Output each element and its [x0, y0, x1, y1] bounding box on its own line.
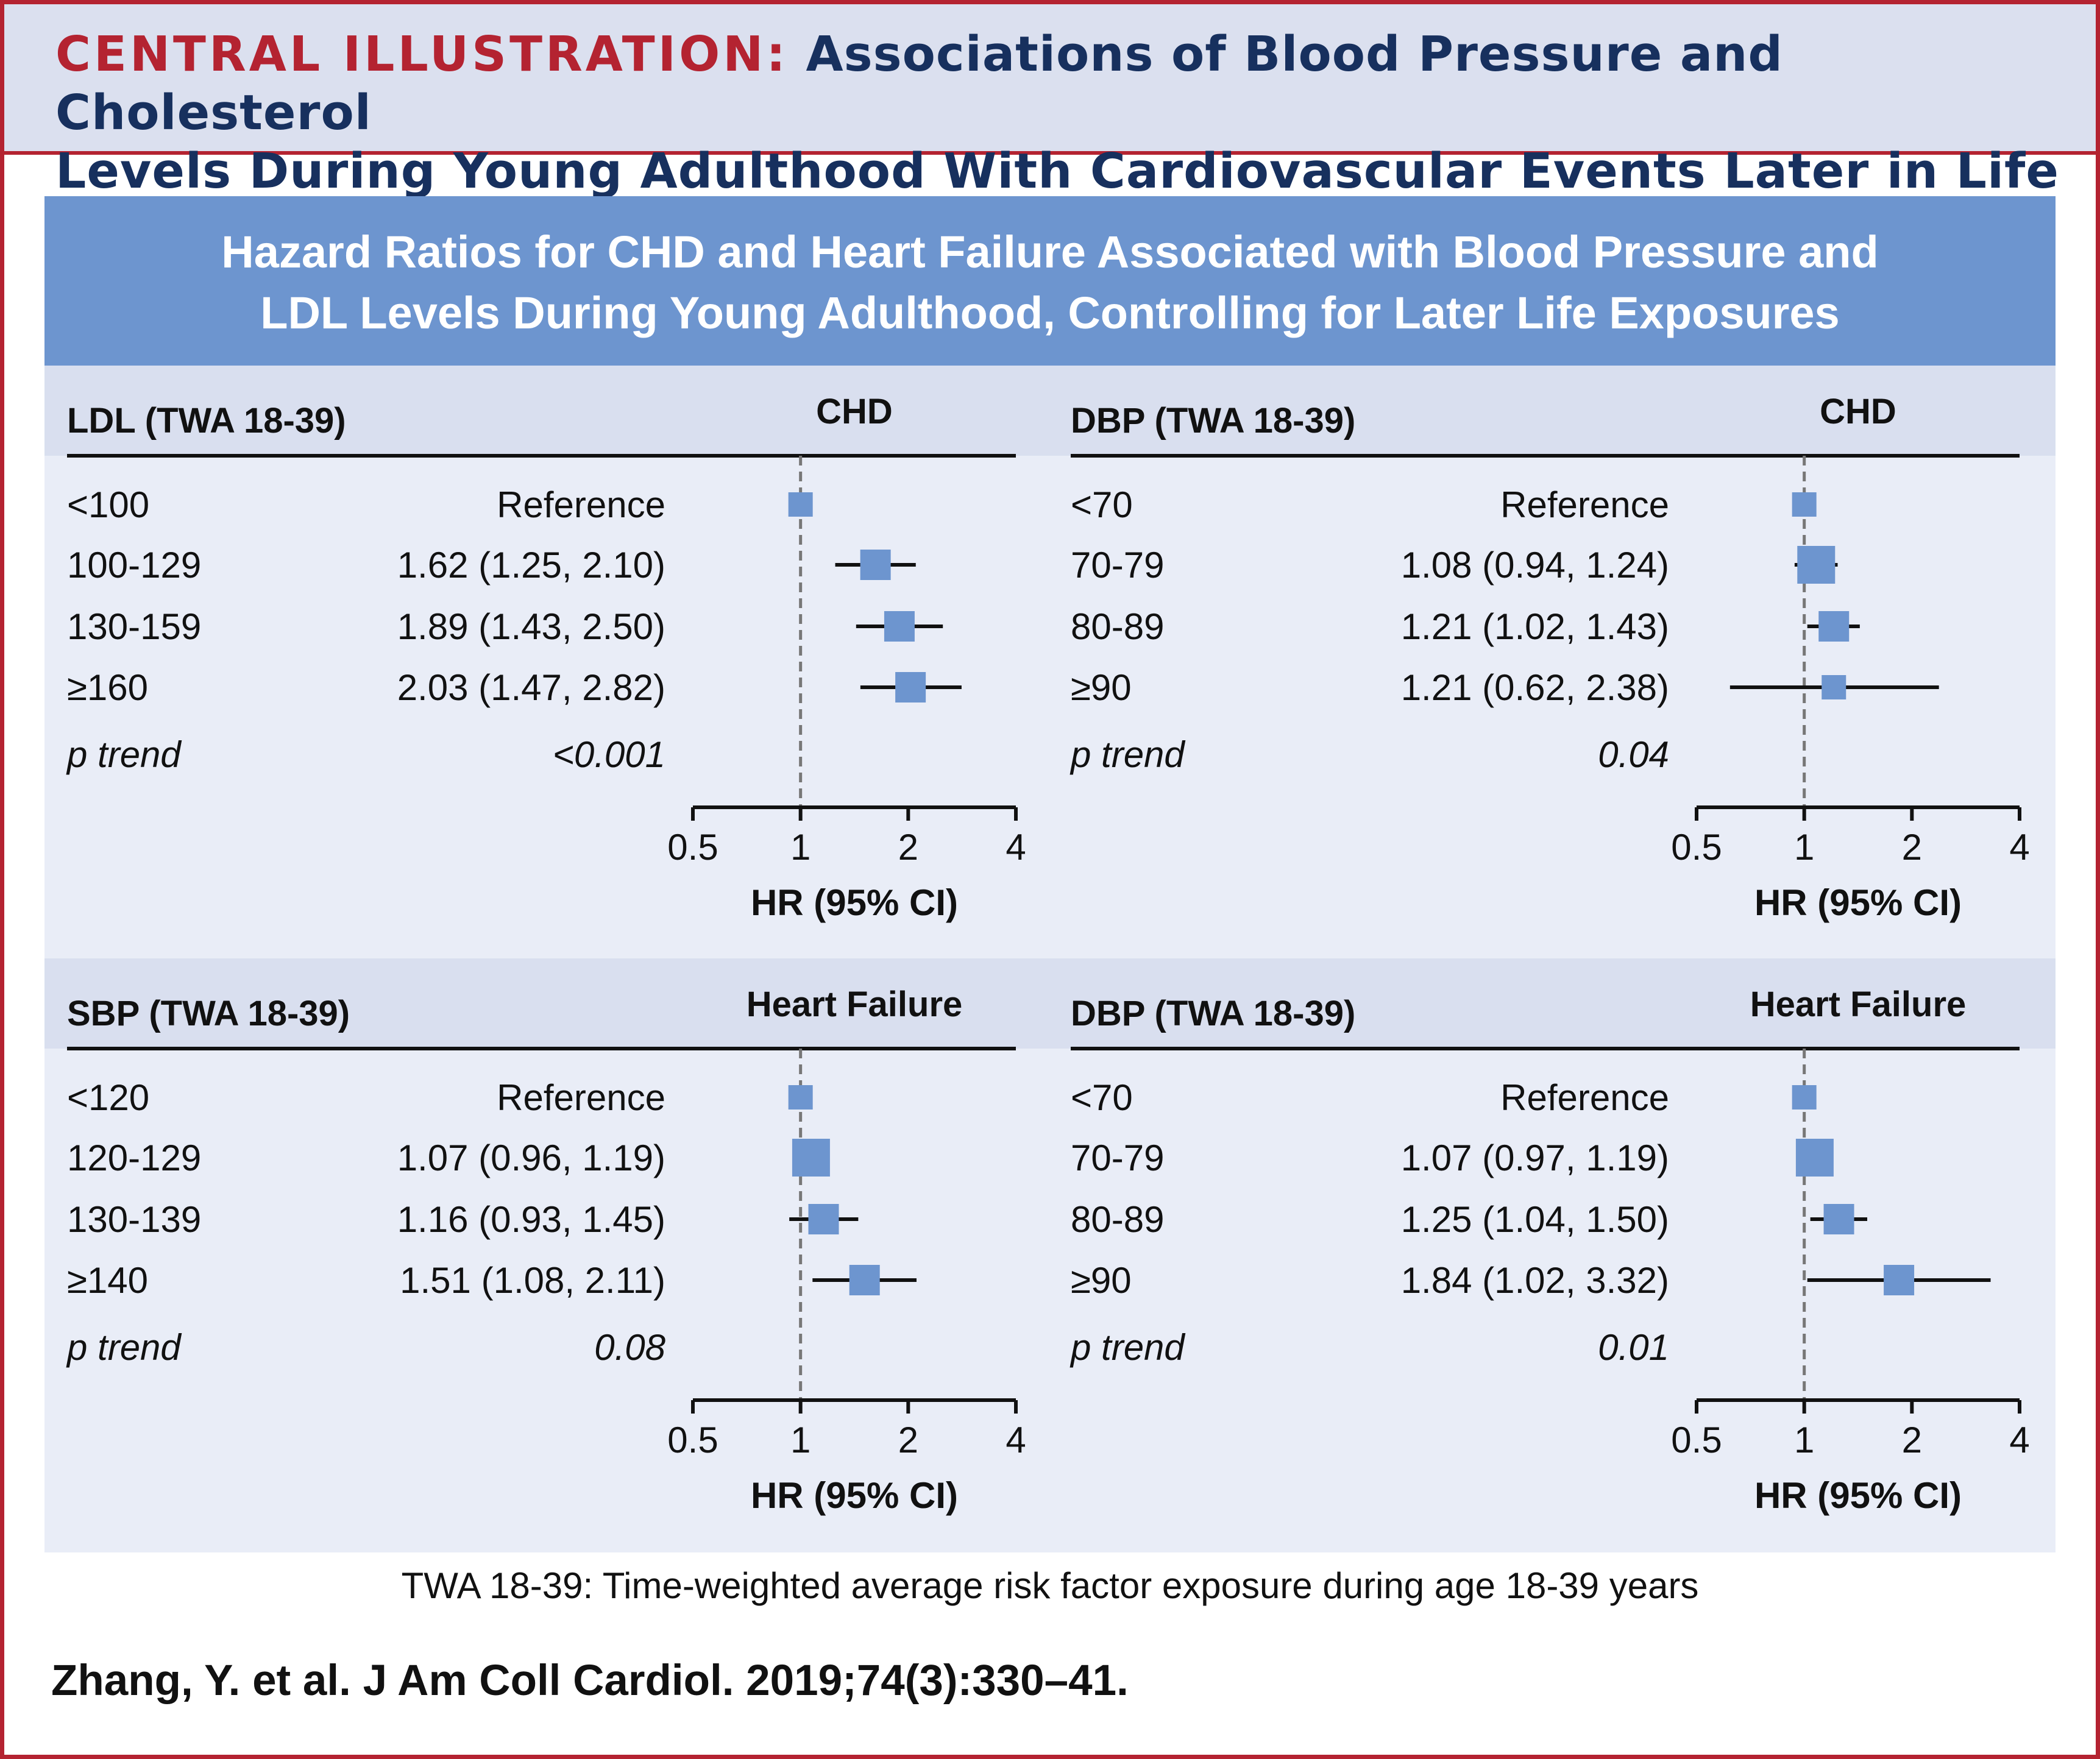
hr-value-label: 1.07 (0.97, 1.19) — [1401, 1138, 1669, 1178]
p-trend-label: p trend — [1070, 734, 1185, 775]
hr-value-label: 1.16 (0.93, 1.45) — [397, 1199, 665, 1240]
x-tick-label: 4 — [2009, 827, 2029, 868]
x-axis-label: HR (95% CI) — [751, 882, 958, 923]
p-trend-label: p trend — [66, 734, 182, 775]
hr-marker — [1797, 546, 1836, 584]
hr-marker — [788, 1085, 813, 1110]
title-prefix: CENTRAL ILLUSTRATION: — [55, 26, 789, 82]
x-tick-label: 0.5 — [1671, 827, 1722, 868]
hr-marker — [849, 1265, 880, 1295]
panel-title: SBP (TWA 18-39) — [67, 994, 350, 1033]
outcome-label: Heart Failure — [1750, 985, 1967, 1024]
category-label: <70 — [1071, 484, 1133, 525]
hr-marker — [1795, 1139, 1834, 1177]
category-label: ≥140 — [67, 1260, 148, 1301]
hr-value-label: 2.03 (1.47, 2.82) — [397, 667, 665, 708]
x-tick-label: 1 — [1794, 827, 1814, 868]
hr-value-label: Reference — [1500, 484, 1669, 525]
category-label: <70 — [1071, 1077, 1133, 1118]
category-label: <120 — [67, 1077, 149, 1118]
hr-marker — [1792, 1085, 1817, 1110]
x-tick-label: 4 — [2009, 1420, 2029, 1460]
x-tick-label: 0.5 — [1671, 1420, 1722, 1460]
x-tick-label: 1 — [790, 1420, 811, 1460]
p-trend-label: p trend — [66, 1327, 182, 1368]
hr-value-label: Reference — [497, 1077, 665, 1118]
hr-marker — [1818, 611, 1850, 642]
hr-value-label: 1.21 (1.02, 1.43) — [1401, 606, 1669, 647]
outcome-label: CHD — [1820, 392, 1896, 431]
x-tick-label: 4 — [1006, 827, 1026, 868]
category-label: 100-129 — [67, 545, 201, 586]
x-tick-label: 2 — [898, 1420, 918, 1460]
x-tick-label: 1 — [1794, 1420, 1814, 1460]
hr-marker — [788, 492, 813, 517]
panel-title: LDL (TWA 18-39) — [67, 401, 346, 441]
hr-value-label: Reference — [1500, 1077, 1669, 1118]
p-trend-value: 0.01 — [1598, 1327, 1669, 1368]
banner-line-1: Hazard Ratios for CHD and Heart Failure … — [221, 227, 1879, 277]
hr-value-label: 1.51 (1.08, 2.11) — [400, 1260, 665, 1301]
x-tick-label: 2 — [1902, 827, 1922, 868]
hr-marker — [884, 611, 915, 642]
x-tick-label: 4 — [1006, 1420, 1026, 1460]
category-label: ≥90 — [1071, 667, 1132, 708]
title-bar: CENTRAL ILLUSTRATION: Associations of Bl… — [4, 4, 2096, 199]
p-trend-value: 0.04 — [1598, 734, 1669, 775]
x-tick-label: 0.5 — [667, 827, 718, 868]
page-title: CENTRAL ILLUSTRATION: Associations of Bl… — [55, 25, 2066, 200]
x-tick-label: 2 — [898, 827, 918, 868]
category-label: 120-129 — [67, 1138, 201, 1178]
banner-line-2: LDL Levels During Young Adulthood, Contr… — [260, 288, 1840, 338]
x-axis-label: HR (95% CI) — [1754, 1475, 1962, 1516]
category-label: 130-159 — [67, 606, 201, 647]
hr-value-label: 1.21 (0.62, 2.38) — [1401, 667, 1669, 708]
category-label: 70-79 — [1071, 1138, 1164, 1178]
hr-marker — [1823, 1204, 1854, 1234]
title-line-2: Levels During Young Adulthood With Cardi… — [55, 143, 2059, 199]
hr-value-label: 1.25 (1.04, 1.50) — [1401, 1199, 1669, 1240]
hr-marker — [1792, 492, 1817, 517]
footnote: TWA 18-39: Time-weighted average risk fa… — [401, 1565, 1699, 1606]
category-label: 130-139 — [67, 1199, 201, 1240]
panel-title: DBP (TWA 18-39) — [1071, 401, 1355, 441]
x-axis-label: HR (95% CI) — [751, 1475, 958, 1516]
hr-marker — [1884, 1265, 1915, 1295]
x-tick-label: 0.5 — [667, 1420, 718, 1460]
panel-title: DBP (TWA 18-39) — [1071, 994, 1355, 1033]
p-trend-value: <0.001 — [553, 734, 665, 775]
outcome-label: Heart Failure — [747, 985, 963, 1024]
p-trend-value: 0.08 — [594, 1327, 665, 1368]
hr-marker — [792, 1139, 830, 1177]
x-tick-label: 1 — [790, 827, 811, 868]
p-trend-label: p trend — [1070, 1327, 1185, 1368]
x-tick-label: 2 — [1902, 1420, 1922, 1460]
category-label: 80-89 — [1071, 606, 1164, 647]
hr-marker — [860, 550, 891, 580]
citation: Zhang, Y. et al. J Am Coll Cardiol. 2019… — [51, 1657, 1129, 1705]
figure-banner: Hazard Ratios for CHD and Heart Failure … — [44, 196, 2056, 366]
hr-value-label: 1.84 (1.02, 3.32) — [1401, 1260, 1669, 1301]
header-band-bottom — [44, 958, 2056, 1049]
hr-marker — [808, 1204, 839, 1234]
category-label: ≥160 — [67, 667, 148, 708]
category-label: ≥90 — [1071, 1260, 1132, 1301]
hr-value-label: 1.62 (1.25, 2.10) — [397, 545, 665, 586]
category-label: 70-79 — [1071, 545, 1164, 586]
title-line-1: Associations of Blood Pressure and Chole… — [55, 26, 1783, 141]
hr-value-label: Reference — [497, 484, 665, 525]
hr-value-label: 1.89 (1.43, 2.50) — [397, 606, 665, 647]
hr-marker — [895, 672, 926, 703]
category-label: <100 — [67, 484, 149, 525]
header-band-top — [44, 366, 2056, 456]
hr-value-label: 1.08 (0.94, 1.24) — [1401, 545, 1669, 586]
hr-value-label: 1.07 (0.96, 1.19) — [397, 1138, 665, 1178]
outcome-label: CHD — [816, 392, 893, 431]
hr-marker — [1822, 675, 1846, 699]
x-axis-label: HR (95% CI) — [1754, 882, 1962, 923]
category-label: 80-89 — [1071, 1199, 1164, 1240]
